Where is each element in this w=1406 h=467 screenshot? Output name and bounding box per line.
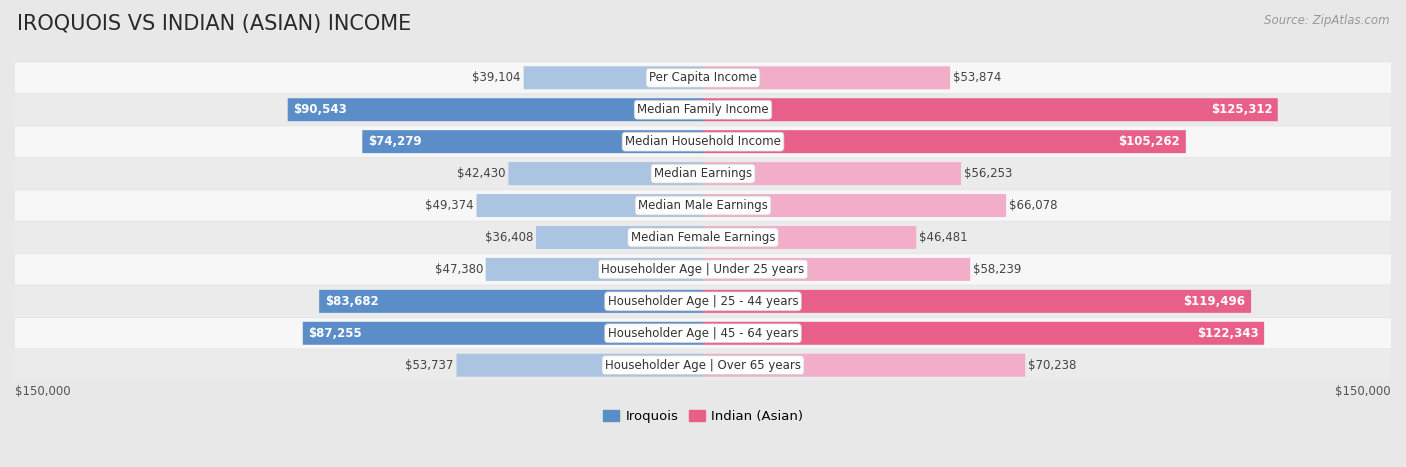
Text: Householder Age | Under 25 years: Householder Age | Under 25 years (602, 263, 804, 276)
Text: $105,262: $105,262 (1119, 135, 1180, 148)
FancyBboxPatch shape (15, 318, 1391, 348)
Text: $47,380: $47,380 (434, 263, 482, 276)
Text: $83,682: $83,682 (325, 295, 378, 308)
FancyBboxPatch shape (457, 354, 703, 377)
FancyBboxPatch shape (703, 226, 917, 249)
Text: IROQUOIS VS INDIAN (ASIAN) INCOME: IROQUOIS VS INDIAN (ASIAN) INCOME (17, 14, 411, 34)
Text: $56,253: $56,253 (963, 167, 1012, 180)
Text: Median Female Earnings: Median Female Earnings (631, 231, 775, 244)
Text: $49,374: $49,374 (425, 199, 474, 212)
FancyBboxPatch shape (363, 130, 703, 153)
Text: $70,238: $70,238 (1028, 359, 1076, 372)
FancyBboxPatch shape (703, 66, 950, 89)
Text: $119,496: $119,496 (1184, 295, 1246, 308)
FancyBboxPatch shape (288, 98, 703, 121)
Text: Per Capita Income: Per Capita Income (650, 71, 756, 84)
FancyBboxPatch shape (15, 254, 1391, 284)
FancyBboxPatch shape (703, 354, 1025, 377)
FancyBboxPatch shape (15, 63, 1391, 93)
Text: $42,430: $42,430 (457, 167, 506, 180)
FancyBboxPatch shape (15, 222, 1391, 253)
Text: $125,312: $125,312 (1211, 103, 1272, 116)
Text: $53,737: $53,737 (405, 359, 454, 372)
Text: Median Family Income: Median Family Income (637, 103, 769, 116)
Legend: Iroquois, Indian (Asian): Iroquois, Indian (Asian) (598, 405, 808, 429)
Text: $36,408: $36,408 (485, 231, 533, 244)
FancyBboxPatch shape (15, 95, 1391, 125)
FancyBboxPatch shape (703, 290, 1251, 313)
FancyBboxPatch shape (15, 158, 1391, 189)
FancyBboxPatch shape (536, 226, 703, 249)
Text: Median Household Income: Median Household Income (626, 135, 780, 148)
FancyBboxPatch shape (703, 98, 1278, 121)
FancyBboxPatch shape (319, 290, 703, 313)
Text: $58,239: $58,239 (973, 263, 1021, 276)
Text: $90,543: $90,543 (294, 103, 347, 116)
Text: Median Earnings: Median Earnings (654, 167, 752, 180)
FancyBboxPatch shape (703, 258, 970, 281)
Text: $66,078: $66,078 (1010, 199, 1057, 212)
Text: $87,255: $87,255 (308, 327, 361, 340)
FancyBboxPatch shape (703, 322, 1264, 345)
Text: $74,279: $74,279 (368, 135, 422, 148)
FancyBboxPatch shape (15, 127, 1391, 157)
Text: Householder Age | 45 - 64 years: Householder Age | 45 - 64 years (607, 327, 799, 340)
FancyBboxPatch shape (523, 66, 703, 89)
FancyBboxPatch shape (477, 194, 703, 217)
Text: Householder Age | 25 - 44 years: Householder Age | 25 - 44 years (607, 295, 799, 308)
FancyBboxPatch shape (703, 194, 1007, 217)
FancyBboxPatch shape (15, 350, 1391, 380)
FancyBboxPatch shape (15, 286, 1391, 317)
FancyBboxPatch shape (703, 162, 962, 185)
Text: Source: ZipAtlas.com: Source: ZipAtlas.com (1264, 14, 1389, 27)
FancyBboxPatch shape (15, 191, 1391, 221)
FancyBboxPatch shape (703, 130, 1185, 153)
Text: $150,000: $150,000 (1336, 385, 1391, 398)
Text: $46,481: $46,481 (920, 231, 967, 244)
FancyBboxPatch shape (509, 162, 703, 185)
FancyBboxPatch shape (485, 258, 703, 281)
Text: Householder Age | Over 65 years: Householder Age | Over 65 years (605, 359, 801, 372)
FancyBboxPatch shape (302, 322, 703, 345)
Text: $39,104: $39,104 (472, 71, 520, 84)
Text: $53,874: $53,874 (953, 71, 1001, 84)
Text: $150,000: $150,000 (15, 385, 70, 398)
Text: $122,343: $122,343 (1197, 327, 1258, 340)
Text: Median Male Earnings: Median Male Earnings (638, 199, 768, 212)
